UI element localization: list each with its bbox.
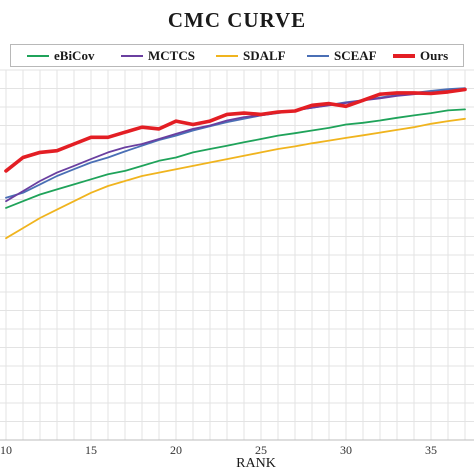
legend: eBiCov MCTCS SDALF SCEAF Ours (10, 44, 464, 67)
x-axis-title: RANK (236, 456, 276, 471)
legend-label-sdalf: SDALF (243, 48, 286, 63)
series-line-mctcs (5, 89, 466, 203)
x-tick-label: 15 (85, 443, 97, 457)
legend-item-sdalf: SDALF (216, 48, 286, 64)
legend-swatch-ours (393, 54, 415, 58)
series-line-sdalf (5, 117, 466, 240)
legend-label-sceaf: SCEAF (334, 48, 377, 63)
legend-label-mctcs: MCTCS (148, 48, 195, 63)
legend-item-sceaf: SCEAF (307, 48, 377, 64)
legend-item-ours: Ours (393, 48, 448, 64)
legend-item-ebicov: eBiCov (27, 48, 94, 64)
legend-swatch-mctcs (121, 55, 143, 57)
chart-title: CMC CURVE (167, 8, 307, 32)
legend-swatch-sdalf (216, 55, 238, 57)
legend-item-mctcs: MCTCS (121, 48, 195, 64)
x-tick-label: 10 (0, 443, 12, 457)
x-tick-label: 20 (170, 443, 182, 457)
grid-layer (0, 69, 474, 441)
legend-swatch-ebicov (27, 55, 49, 57)
x-tick-labels: 10 15 20 25 30 35 (0, 443, 437, 457)
series-line-ebicov (5, 108, 466, 209)
legend-swatch-sceaf (307, 55, 329, 57)
x-tick-label: 30 (340, 443, 352, 457)
x-tick-label: 35 (425, 443, 437, 457)
x-tick-label: 25 (255, 443, 267, 457)
series-line-ours (4, 87, 467, 173)
series-layer (4, 87, 467, 240)
legend-label-ebicov: eBiCov (54, 48, 95, 63)
legend-label-ours: Ours (420, 48, 449, 63)
